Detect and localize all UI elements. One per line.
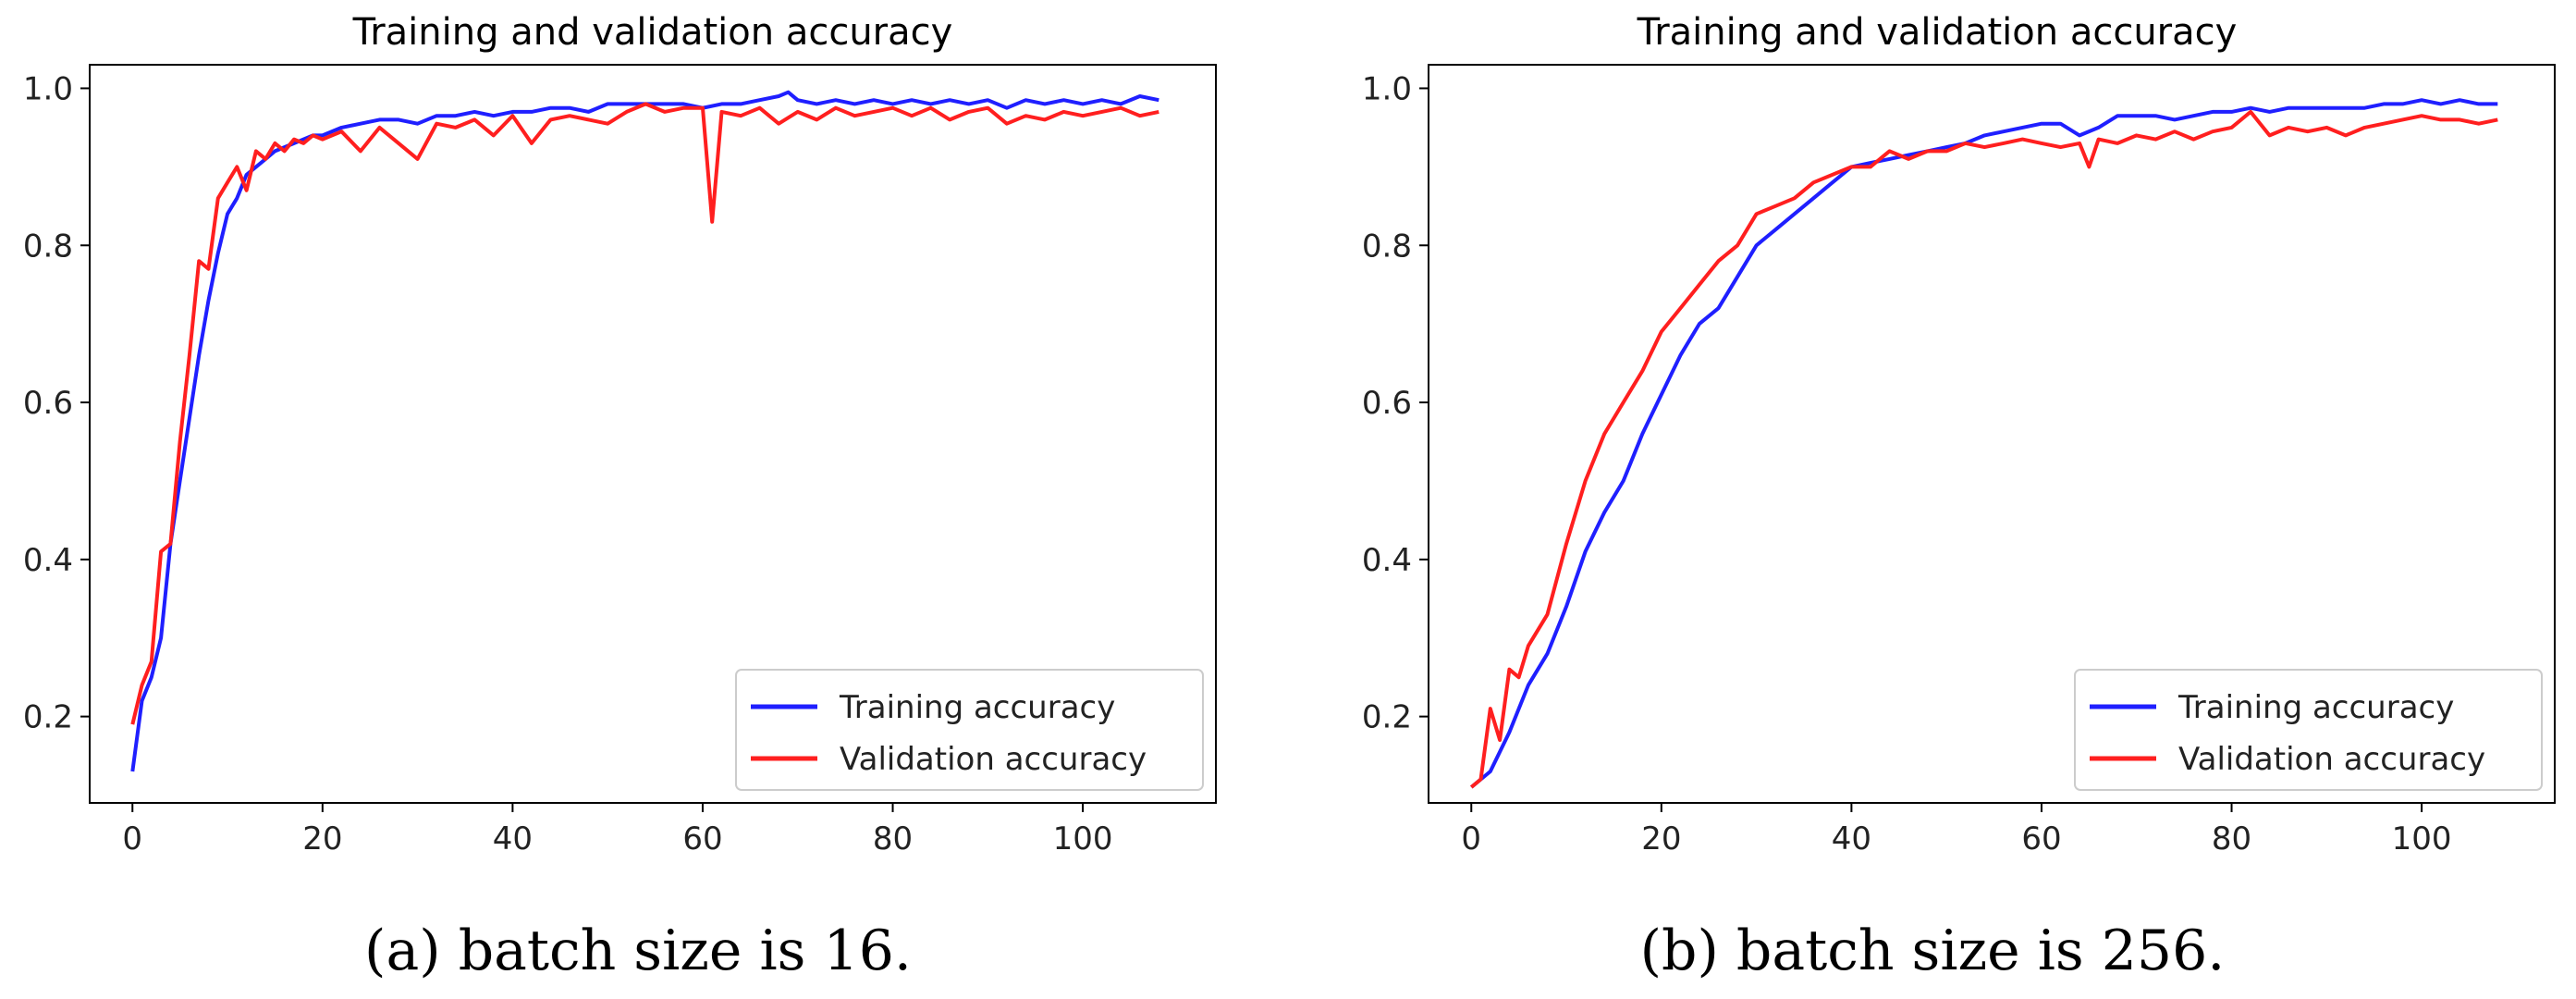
chart-b-plot-area: 0 20 40 60 80 100 0.2 0.4 0.6 0.8 1.0 Training accu… (1362, 64, 2556, 857)
chart-b: Training and validation accuracy 0 20 40 60… (1362, 11, 2556, 983)
chart-b-legend-label-validation: Validation accuracy (2178, 741, 2485, 778)
chart-a-y-tick-label: 0.2 (23, 699, 73, 736)
chart-b-x-tick-label: 0 (1461, 820, 1481, 857)
chart-a: Training and validation accuracy 0 20 40 60… (23, 11, 1217, 983)
chart-b-x-tick-label: 20 (1641, 820, 1681, 857)
chart-a-legend-box (735, 669, 1204, 791)
chart-b-y-tick-label: 0.4 (1362, 542, 1412, 579)
chart-a-x-tick-label: 60 (682, 820, 722, 857)
chart-a-legend-label-validation: Validation accuracy (840, 741, 1147, 778)
chart-b-series-validation-line (1470, 109, 2498, 789)
chart-b-legend-label-training: Training accuracy (2177, 689, 2454, 726)
chart-b-y-tick-label: 1.0 (1362, 70, 1412, 107)
chart-b-series-training-line (1470, 98, 2498, 789)
chart-a-x-tick-label: 80 (873, 820, 913, 857)
chart-a-y-tick-label: 0.8 (23, 228, 73, 265)
chart-b-x-tick-label: 60 (2021, 820, 2061, 857)
chart-a-x-tick-label: 40 (493, 820, 533, 857)
chart-a-x-tick-label: 20 (302, 820, 342, 857)
chart-a-title: Training and validation accuracy (352, 11, 953, 54)
chart-a-x-tick-label: 0 (122, 820, 142, 857)
chart-a-x-tick-label: 100 (1053, 820, 1113, 857)
chart-a-series-validation-line (130, 102, 1159, 725)
chart-a-caption: (a) batch size is 16. (364, 919, 912, 983)
chart-b-title: Training and validation accuracy (1637, 11, 2238, 54)
chart-b-caption: (b) batch size is 256. (1640, 919, 2226, 983)
chart-a-legend: Training accuracy Validation accuracy (735, 669, 1204, 791)
chart-b-x-tick-label: 80 (2212, 820, 2251, 857)
chart-a-y-tick-label: 0.4 (23, 542, 73, 579)
chart-a-y-tick-label: 0.6 (23, 385, 73, 422)
chart-b-legend-box (2074, 669, 2543, 791)
chart-b-y-tick-label: 0.6 (1362, 385, 1412, 422)
chart-a-series-training-line (130, 90, 1159, 772)
chart-b-axes-frame (1428, 64, 2556, 804)
chart-b-x-tick-label: 40 (1832, 820, 1871, 857)
chart-b-y-tick-label: 0.8 (1362, 228, 1412, 265)
chart-a-plot-area: 0 20 40 60 80 100 0.2 0.4 0.6 0.8 1.0 Training accu… (23, 64, 1217, 857)
chart-b-legend: Training accuracy Validation accuracy (2074, 669, 2543, 791)
chart-a-y-tick-label: 1.0 (23, 70, 73, 107)
chart-a-axes-frame (89, 64, 1217, 804)
chart-a-legend-label-training: Training accuracy (839, 689, 1115, 726)
chart-b-y-tick-label: 0.2 (1362, 699, 1412, 736)
chart-b-x-tick-label: 100 (2392, 820, 2452, 857)
